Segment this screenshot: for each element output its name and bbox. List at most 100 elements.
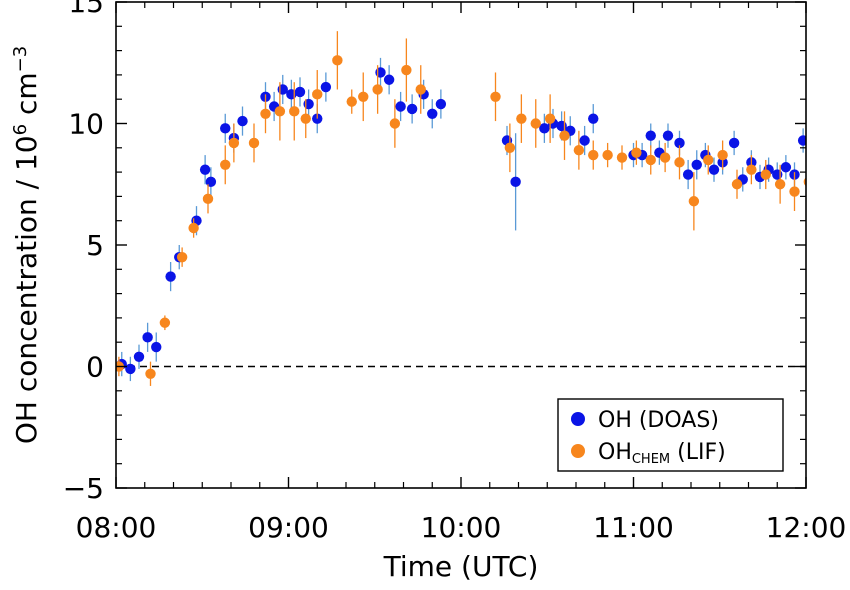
data-point: [588, 149, 599, 161]
data-point: [237, 115, 248, 127]
series-oh-doas: [116, 57, 828, 382]
data-point: [559, 130, 570, 141]
data-point: [674, 157, 685, 168]
data-point: [703, 154, 714, 166]
data-point: [248, 137, 260, 149]
y-tick-label: 15: [68, 0, 104, 19]
y-tick-label: 10: [68, 108, 104, 141]
legend-label-lif-sub: CHEM: [632, 452, 670, 467]
data-point: [346, 96, 357, 107]
data-point: [809, 140, 819, 150]
data-point: [708, 164, 720, 175]
plot-marks: [116, 31, 828, 386]
data-point: [682, 169, 694, 180]
data-point: [435, 98, 447, 110]
data-point: [372, 84, 383, 95]
data-point: [151, 341, 162, 353]
legend-label-lif: OHCHEM (LIF): [598, 440, 726, 467]
data-point: [539, 123, 550, 134]
y-tick-label: 5: [86, 229, 104, 262]
y-axis-label-unit-exponent: −3: [10, 46, 31, 73]
series-oh-chem-lif: [116, 31, 828, 386]
data-point: [165, 271, 176, 282]
legend-label-doas: OH (DOAS): [598, 408, 719, 433]
data-point: [772, 169, 783, 180]
y-axis-label-main: OH concentration / 10: [10, 135, 43, 444]
data-point: [731, 179, 743, 190]
data-point: [303, 98, 314, 110]
y-axis-label-unit: cm: [10, 72, 43, 115]
data-point: [260, 108, 271, 119]
data-point: [389, 118, 401, 129]
axes: 08:00 09:00 10:00 11:00 12:00 −5 0 5 10 15: [63, 0, 847, 544]
data-point: [145, 368, 156, 379]
data-point: [774, 179, 786, 190]
data-point: [573, 145, 585, 156]
data-point: [688, 196, 700, 207]
data-point: [312, 89, 323, 100]
x-tick-label: 11:00: [593, 511, 674, 544]
legend: OH (DOAS) OHCHEM (LIF): [557, 398, 784, 472]
data-point: [395, 101, 406, 112]
legend-label-doas-text: OH (DOAS): [598, 408, 719, 433]
data-point: [746, 164, 757, 175]
data-point: [631, 147, 642, 158]
data-point: [289, 106, 300, 117]
data-point: [760, 169, 771, 180]
x-tick-label: 12:00: [766, 511, 847, 544]
data-point: [320, 81, 332, 93]
data-point: [274, 106, 286, 117]
data-point: [199, 164, 211, 175]
x-axis-label: Time (UTC): [383, 550, 539, 583]
data-point: [789, 186, 800, 197]
legend-box: [557, 398, 784, 472]
data-point: [645, 130, 656, 141]
data-point: [401, 64, 412, 76]
data-point: [159, 317, 171, 328]
data-point: [504, 142, 516, 153]
legend-marker-lif: [571, 444, 585, 458]
data-point: [516, 113, 527, 124]
x-tick-label: 08:00: [76, 511, 157, 544]
data-point: [133, 351, 145, 362]
data-point: [202, 193, 214, 205]
data-point: [645, 154, 656, 166]
data-point: [358, 91, 369, 102]
data-point: [406, 103, 418, 115]
data-point: [375, 67, 386, 78]
data-point: [530, 118, 541, 129]
data-point: [490, 91, 501, 102]
data-point: [220, 123, 231, 134]
y-tick-label: −5: [63, 472, 104, 505]
legend-marker-doas: [571, 412, 585, 426]
data-point: [616, 152, 628, 163]
data-point: [510, 176, 521, 188]
data-point: [674, 137, 685, 149]
data-point: [717, 149, 728, 161]
data-point: [691, 159, 702, 171]
x-tick-label: 10:00: [421, 511, 502, 544]
data-point: [205, 176, 217, 188]
legend-label-lif-main: OH: [598, 440, 632, 465]
data-point: [818, 160, 828, 170]
data-point: [142, 332, 153, 343]
x-tick-label: 09:00: [248, 511, 329, 544]
data-point: [228, 137, 240, 149]
data-point: [332, 55, 343, 66]
data-point: [415, 84, 426, 95]
data-point: [797, 135, 806, 146]
data-point: [176, 251, 188, 263]
y-axis-label: OH concentration / 106 cm−3: [10, 46, 44, 444]
data-point: [659, 152, 671, 163]
data-point: [780, 162, 792, 173]
data-point: [544, 113, 556, 124]
data-point: [662, 130, 674, 141]
data-point: [818, 138, 828, 148]
data-point: [188, 222, 199, 234]
y-tick-label: 0: [86, 351, 104, 384]
data-point: [427, 108, 438, 119]
data-point: [728, 137, 740, 149]
y-axis-label-space: [10, 115, 43, 124]
